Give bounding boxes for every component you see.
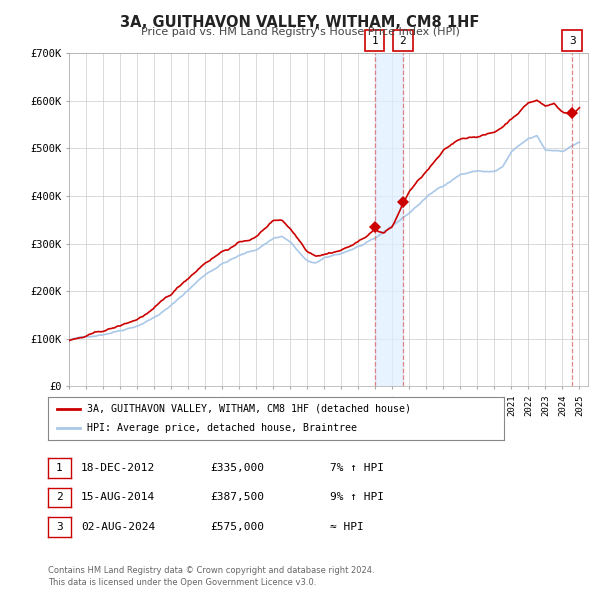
Text: Price paid vs. HM Land Registry's House Price Index (HPI): Price paid vs. HM Land Registry's House … [140, 27, 460, 37]
Text: 7% ↑ HPI: 7% ↑ HPI [330, 463, 384, 473]
Text: 15-AUG-2014: 15-AUG-2014 [81, 493, 155, 502]
Text: 2: 2 [56, 493, 63, 502]
Text: 3A, GUITHAVON VALLEY, WITHAM, CM8 1HF (detached house): 3A, GUITHAVON VALLEY, WITHAM, CM8 1HF (d… [87, 404, 411, 414]
Text: 02-AUG-2024: 02-AUG-2024 [81, 522, 155, 532]
Text: £387,500: £387,500 [210, 493, 264, 502]
FancyBboxPatch shape [365, 30, 385, 51]
Text: 9% ↑ HPI: 9% ↑ HPI [330, 493, 384, 502]
Text: HPI: Average price, detached house, Braintree: HPI: Average price, detached house, Brai… [87, 423, 357, 433]
Bar [374, 53, 403, 386]
Text: £575,000: £575,000 [210, 522, 264, 532]
Text: 1: 1 [371, 35, 378, 45]
Text: 18-DEC-2012: 18-DEC-2012 [81, 463, 155, 473]
FancyBboxPatch shape [562, 30, 582, 51]
Text: 2: 2 [400, 35, 406, 45]
Text: 1: 1 [56, 463, 63, 473]
FancyBboxPatch shape [393, 30, 413, 51]
Text: Contains HM Land Registry data © Crown copyright and database right 2024.
This d: Contains HM Land Registry data © Crown c… [48, 566, 374, 587]
Text: 3: 3 [569, 35, 576, 45]
Text: 3A, GUITHAVON VALLEY, WITHAM, CM8 1HF: 3A, GUITHAVON VALLEY, WITHAM, CM8 1HF [121, 15, 479, 30]
Text: ≈ HPI: ≈ HPI [330, 522, 364, 532]
Text: £335,000: £335,000 [210, 463, 264, 473]
Text: 3: 3 [56, 522, 63, 532]
